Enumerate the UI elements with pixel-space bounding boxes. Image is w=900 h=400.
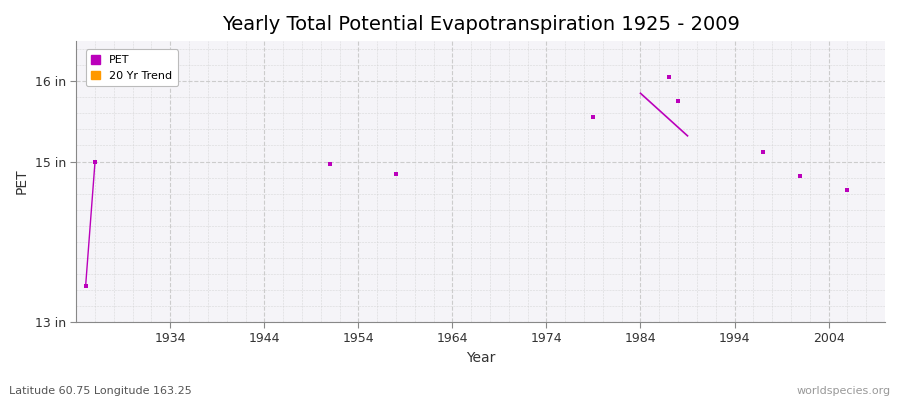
Y-axis label: PET: PET [15,169,29,194]
Text: Latitude 60.75 Longitude 163.25: Latitude 60.75 Longitude 163.25 [9,386,192,396]
Text: worldspecies.org: worldspecies.org [796,386,891,396]
Point [841,186,855,193]
Point [389,170,403,177]
Legend: PET, 20 Yr Trend: PET, 20 Yr Trend [86,50,178,86]
Point [755,149,770,155]
X-axis label: Year: Year [466,351,495,365]
Point [662,74,676,80]
Point [670,98,685,104]
Point [586,114,600,120]
Point [88,158,103,165]
Point [323,161,338,167]
Point [793,173,807,179]
Point [78,283,93,289]
Title: Yearly Total Potential Evapotranspiration 1925 - 2009: Yearly Total Potential Evapotranspiratio… [221,15,740,34]
